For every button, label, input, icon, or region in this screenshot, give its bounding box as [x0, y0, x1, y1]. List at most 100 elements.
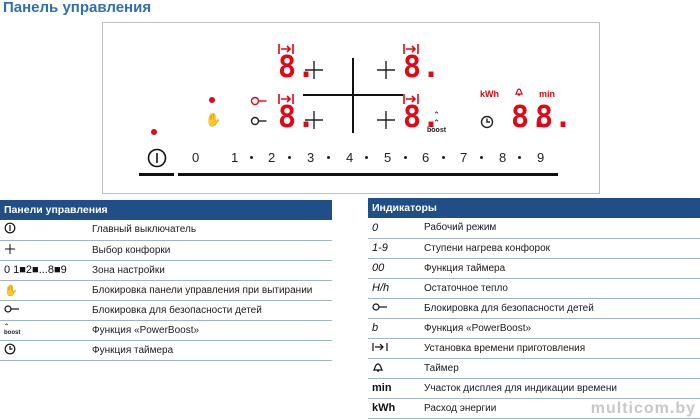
display-top-left: 8. — [278, 50, 317, 85]
power-switch-icon[interactable] — [146, 147, 168, 169]
row-label: Выбор конфорки — [92, 244, 171, 256]
boost-label: boost — [427, 127, 447, 134]
scale-digit[interactable]: 5 — [384, 150, 392, 165]
timer-set-icon — [278, 44, 294, 54]
burner-select-icon[interactable] — [303, 109, 325, 131]
table-row: Таймер — [368, 358, 700, 378]
row-label: Блокировка для безопасности детей — [424, 302, 594, 314]
scale-digit[interactable]: 0 — [192, 150, 200, 165]
control-panel: 8. 8. 8. 8. ✋ ⌃ ⌃ boost kWh min 8. 8. 0 1… — [102, 22, 600, 194]
table-row: 0 Рабочий режим — [368, 218, 700, 238]
child-lock-indicator-icon — [250, 96, 267, 106]
scale-digit[interactable]: 1 — [231, 150, 239, 165]
table-row: Блокировка для безопасности детей — [0, 300, 332, 320]
scale-digit[interactable]: 7 — [460, 150, 468, 165]
powerboost-icon: ⌃ boost — [4, 324, 21, 336]
table-row: Блокировка для безопасности детей — [368, 298, 700, 318]
row-symbol: 1-9 — [372, 242, 388, 254]
scale-digit[interactable]: 6 — [422, 150, 430, 165]
power-switch-icon — [4, 222, 16, 234]
display-top-right: 8. — [403, 50, 442, 85]
scale-text: 0 1■2■...8■9 — [4, 264, 67, 276]
scale-underline — [178, 173, 558, 176]
wipe-lock-icon: ✋ — [4, 284, 18, 297]
timer-icon — [4, 343, 16, 354]
scale-dot — [518, 156, 521, 159]
row-symbol: b — [372, 322, 379, 334]
powerboost-icon[interactable]: ⌃ ⌃ boost — [427, 111, 446, 135]
table-header: Панели управления — [0, 200, 332, 220]
boost-text: boost — [4, 330, 21, 336]
table-row: ⌃ boost Функция «PowerBoost» — [0, 320, 332, 340]
burner-select-icon — [5, 243, 15, 254]
scale-dot — [404, 156, 407, 159]
row-symbol: 00 — [372, 262, 385, 274]
scale-dot — [327, 156, 330, 159]
row-label: Установка времени приготовления — [424, 342, 586, 354]
scale-digit[interactable]: 4 — [346, 150, 354, 165]
table-row: min Участок дисплея для индикации времени — [368, 378, 700, 398]
row-label: Функция таймера — [92, 344, 174, 356]
bell-icon — [372, 362, 384, 372]
wipe-lock-led — [209, 97, 215, 103]
scale-digit[interactable]: 3 — [307, 150, 315, 165]
scale-dot — [288, 156, 291, 159]
row-label: Блокировка панели управления при вытиран… — [92, 284, 313, 296]
burner-select-icon[interactable] — [303, 59, 325, 81]
scale-dot — [442, 156, 445, 159]
row-label: Расход энергии — [424, 402, 497, 414]
row-label: Главный выключатель — [92, 224, 197, 236]
center-cross — [303, 58, 403, 133]
timer-set-icon — [403, 94, 419, 104]
display-bottom-left: 8. — [278, 100, 317, 135]
row-label: Функция «PowerBoost» — [92, 324, 200, 336]
table-header-label: Панели управления — [4, 204, 108, 216]
table-row: 1-9 Ступени нагрева конфорок — [368, 238, 700, 258]
controls-table: Панели управления Главный выключатель Вы… — [0, 200, 332, 361]
table-header: Индикаторы — [368, 198, 700, 218]
table-row: 00 Функция таймера — [368, 258, 700, 278]
bell-icon — [514, 88, 524, 96]
watermark: multicom.by — [590, 400, 696, 417]
row-label: Ступени нагрева конфорок — [424, 242, 551, 254]
table-row: Установка времени приготовления — [368, 338, 700, 358]
timer-display-2: 8. — [535, 100, 574, 135]
kwh-label: kWh — [480, 89, 499, 99]
table-row: Выбор конфорки — [0, 240, 332, 260]
child-lock-icon — [372, 302, 387, 311]
timer-set-icon — [372, 342, 388, 351]
wipe-lock-icon[interactable]: ✋ — [205, 112, 222, 127]
table-row: kWh Расход энергии — [368, 398, 700, 418]
scale-digit[interactable]: 8 — [499, 150, 507, 165]
scale-dot — [250, 156, 253, 159]
row-label: Блокировка для безопасности детей — [92, 304, 262, 316]
row-label: Таймер — [424, 362, 459, 374]
row-label: Функция «PowerBoost» — [424, 322, 532, 334]
scale-digit[interactable]: 9 — [537, 150, 545, 165]
page-title: Панель управления — [3, 0, 152, 16]
display-bottom-right: 8. — [403, 100, 442, 135]
burner-select-icon[interactable] — [375, 59, 397, 81]
child-lock-icon[interactable] — [250, 116, 268, 126]
row-label: Остаточное тепло — [424, 282, 508, 294]
scale-digit[interactable]: 2 — [268, 150, 276, 165]
boost-chevron-icon: ⌃ ⌃ — [432, 110, 441, 128]
indicators-table: Индикаторы 0 Рабочий режим 1-9 Ступени наг… — [368, 198, 700, 419]
row-label: Участок дисплея для индикации времени — [424, 382, 617, 394]
timer-set-icon — [403, 44, 419, 54]
row-symbol: H/h — [372, 282, 390, 294]
table-row: Функция таймера — [0, 340, 332, 360]
row-symbol: kWh — [372, 402, 396, 414]
row-symbol: min — [372, 382, 392, 394]
burner-select-icon[interactable] — [375, 109, 397, 131]
scale-dot — [365, 156, 368, 159]
table-row: Главный выключатель — [0, 220, 332, 240]
row-label: Рабочий режим — [424, 222, 497, 234]
row-label: Зона настройки — [92, 264, 165, 276]
timer-icon[interactable] — [480, 115, 494, 129]
table-row: H/h Остаточное тепло — [368, 278, 700, 298]
table-row: ✋ Блокировка панели управления при вытир… — [0, 280, 332, 300]
row-symbol: 0 — [372, 221, 379, 234]
power-underline — [139, 173, 174, 176]
row-label: Функция таймера — [424, 262, 506, 274]
